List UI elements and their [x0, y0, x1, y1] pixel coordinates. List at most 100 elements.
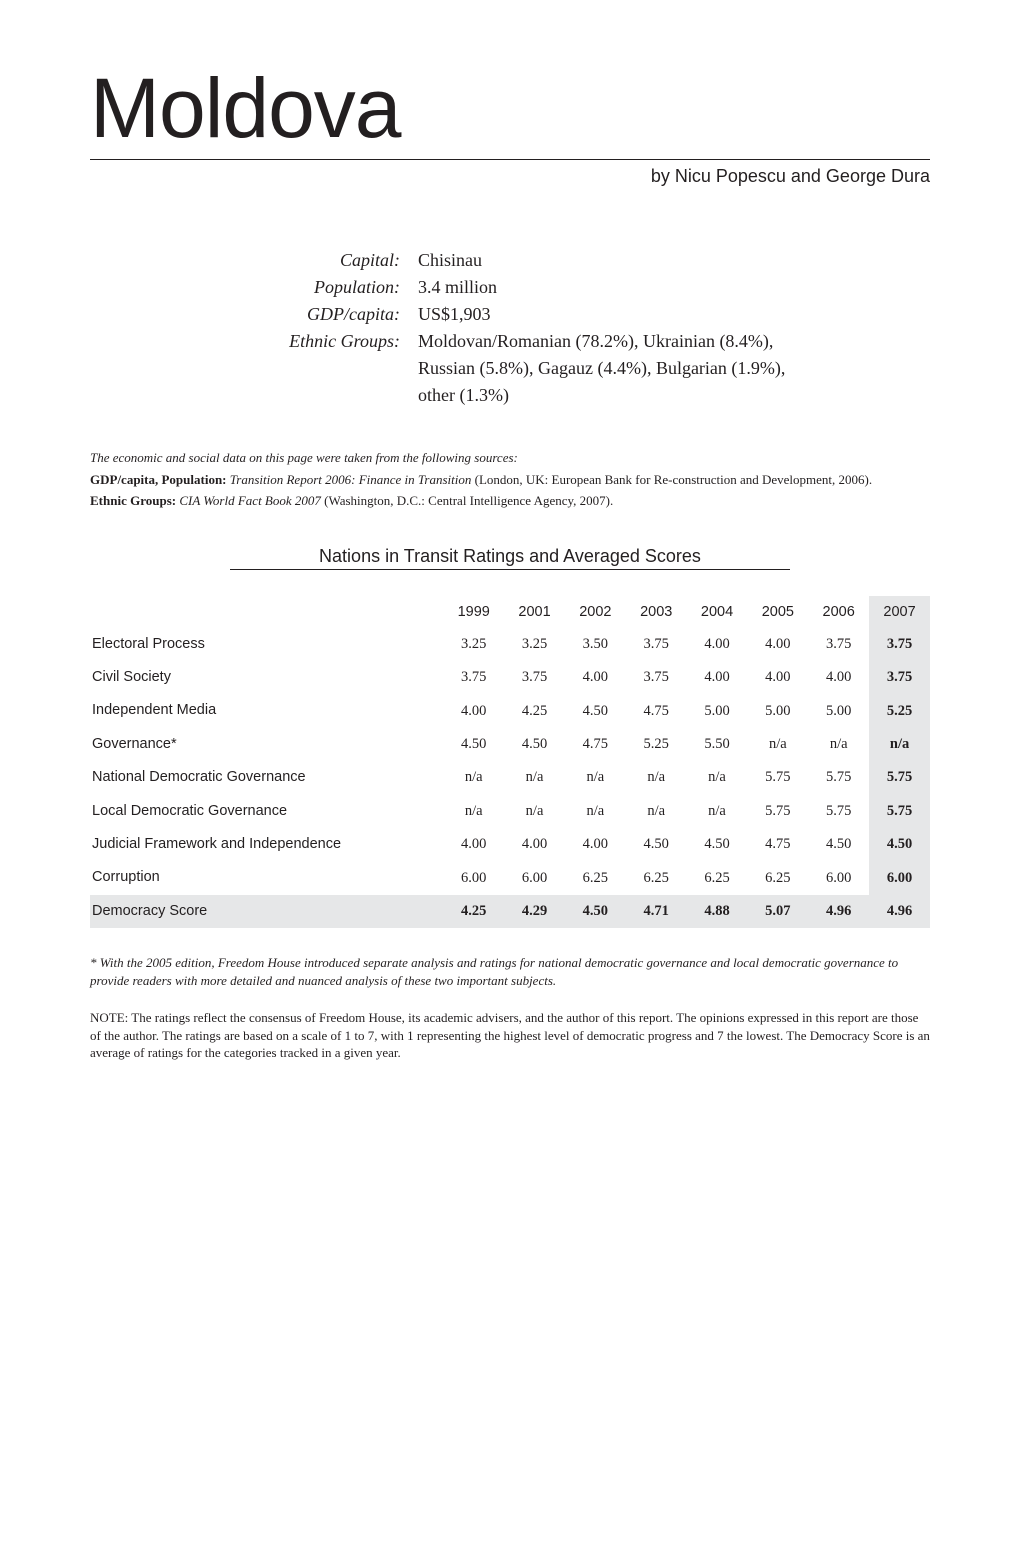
ratings-cell: 4.00	[443, 828, 504, 861]
ratings-cell: 6.25	[687, 861, 748, 894]
ratings-cell: n/a	[747, 728, 808, 761]
table-footnote: * With the 2005 edition, Freedom House i…	[90, 954, 930, 989]
ratings-cell: 4.88	[687, 895, 748, 928]
sources-ethnic-label: Ethnic Groups:	[90, 493, 176, 508]
ratings-cell: 5.00	[747, 694, 808, 727]
table-row: Electoral Process3.253.253.503.754.004.0…	[90, 628, 930, 661]
ratings-cell: 5.75	[747, 761, 808, 794]
ratings-cell: 4.96	[869, 895, 930, 928]
ratings-cell: 4.00	[565, 661, 626, 694]
ratings-cell: 4.00	[747, 628, 808, 661]
ratings-year-header: 2007	[869, 596, 930, 628]
ratings-year-header: 2003	[626, 596, 687, 628]
sources-gdp-line: GDP/capita, Population: Transition Repor…	[90, 471, 930, 489]
table-row: National Democratic Governancen/an/an/an…	[90, 761, 930, 794]
ratings-cell: 4.00	[504, 828, 565, 861]
ratings-cell: 5.75	[869, 795, 930, 828]
page-title: Moldova	[90, 60, 930, 157]
table-row: Independent Media4.004.254.504.755.005.0…	[90, 694, 930, 727]
ratings-cell: 4.00	[808, 661, 869, 694]
sources-ethnic-rest: (Washington, D.C.: Central Intelligence …	[321, 493, 613, 508]
meta-label-ethnic: Ethnic Groups:	[230, 328, 418, 409]
ratings-cell: 5.07	[747, 895, 808, 928]
ratings-cell: n/a	[565, 761, 626, 794]
meta-label-gdp: GDP/capita:	[230, 301, 418, 328]
meta-row: Capital: Chisinau	[230, 247, 790, 274]
ratings-cell: 6.00	[443, 861, 504, 894]
ratings-header-blank	[90, 596, 443, 628]
ratings-cell: 4.00	[443, 694, 504, 727]
ratings-cell: 3.75	[869, 661, 930, 694]
ratings-cell: 3.75	[869, 628, 930, 661]
ratings-year-header: 2005	[747, 596, 808, 628]
meta-row: Population: 3.4 million	[230, 274, 790, 301]
ratings-row-label: Corruption	[90, 861, 443, 894]
ratings-row-label: National Democratic Governance	[90, 761, 443, 794]
ratings-cell: 4.96	[808, 895, 869, 928]
country-meta-block: Capital: Chisinau Population: 3.4 millio…	[230, 247, 790, 409]
sources-gdp-rest: (London, UK: European Bank for Re-constr…	[471, 472, 872, 487]
meta-value-capital: Chisinau	[418, 247, 790, 274]
ratings-cell: 4.50	[504, 728, 565, 761]
ratings-cell: 4.50	[808, 828, 869, 861]
ratings-cell: n/a	[626, 761, 687, 794]
table-row: Judicial Framework and Independence4.004…	[90, 828, 930, 861]
sources-gdp-label: GDP/capita, Population:	[90, 472, 227, 487]
ratings-cell: 4.00	[565, 828, 626, 861]
ratings-cell: 3.50	[565, 628, 626, 661]
ratings-cell: 6.25	[626, 861, 687, 894]
ratings-cell: 6.00	[504, 861, 565, 894]
ratings-cell: 5.75	[869, 761, 930, 794]
meta-label-capital: Capital:	[230, 247, 418, 274]
ratings-row-label: Democracy Score	[90, 895, 443, 928]
ratings-cell: n/a	[565, 795, 626, 828]
ratings-cell: 4.75	[747, 828, 808, 861]
ratings-cell: 3.75	[808, 628, 869, 661]
table-heading-rule	[230, 569, 790, 570]
ratings-row-label: Judicial Framework and Independence	[90, 828, 443, 861]
ratings-header-row: 1999 2001 2002 2003 2004 2005 2006 2007	[90, 596, 930, 628]
ratings-cell: n/a	[687, 795, 748, 828]
ratings-cell: 4.50	[687, 828, 748, 861]
ratings-cell: 4.75	[626, 694, 687, 727]
ratings-cell: 4.25	[443, 895, 504, 928]
ratings-cell: 4.50	[565, 694, 626, 727]
ratings-row-label: Independent Media	[90, 694, 443, 727]
ratings-cell: 3.75	[626, 661, 687, 694]
sources-gdp-title: Transition Report 2006: Finance in Trans…	[230, 472, 472, 487]
ratings-cell: 4.00	[687, 661, 748, 694]
ratings-cell: 3.75	[443, 661, 504, 694]
meta-row: GDP/capita: US$1,903	[230, 301, 790, 328]
byline: by Nicu Popescu and George Dura	[90, 166, 930, 187]
ratings-table-body: Electoral Process3.253.253.503.754.004.0…	[90, 628, 930, 929]
ratings-cell: 5.00	[808, 694, 869, 727]
ratings-cell: n/a	[869, 728, 930, 761]
ratings-cell: 6.25	[565, 861, 626, 894]
bottom-note: NOTE: The ratings reflect the consensus …	[90, 1009, 930, 1062]
table-row: Governance*4.504.504.755.255.50n/an/an/a	[90, 728, 930, 761]
ratings-cell: n/a	[626, 795, 687, 828]
sources-intro: The economic and social data on this pag…	[90, 449, 930, 467]
ratings-cell: n/a	[443, 795, 504, 828]
ratings-cell: 5.75	[747, 795, 808, 828]
ratings-cell: n/a	[504, 761, 565, 794]
ratings-row-label: Local Democratic Governance	[90, 795, 443, 828]
ratings-table-head: 1999 2001 2002 2003 2004 2005 2006 2007	[90, 596, 930, 628]
ratings-cell: 4.50	[626, 828, 687, 861]
meta-value-gdp: US$1,903	[418, 301, 790, 328]
meta-row: Ethnic Groups: Moldovan/Romanian (78.2%)…	[230, 328, 790, 409]
ratings-cell: n/a	[687, 761, 748, 794]
ratings-cell: 3.75	[626, 628, 687, 661]
ratings-cell: 4.71	[626, 895, 687, 928]
ratings-cell: 6.00	[808, 861, 869, 894]
ratings-cell: 3.25	[504, 628, 565, 661]
ratings-cell: 5.25	[869, 694, 930, 727]
sources-block: The economic and social data on this pag…	[90, 449, 930, 510]
ratings-cell: 6.00	[869, 861, 930, 894]
ratings-cell: 4.50	[565, 895, 626, 928]
table-row: Corruption6.006.006.256.256.256.256.006.…	[90, 861, 930, 894]
ratings-cell: 5.50	[687, 728, 748, 761]
ratings-year-header: 2002	[565, 596, 626, 628]
table-row: Democracy Score4.254.294.504.714.885.074…	[90, 895, 930, 928]
table-heading: Nations in Transit Ratings and Averaged …	[90, 546, 930, 567]
